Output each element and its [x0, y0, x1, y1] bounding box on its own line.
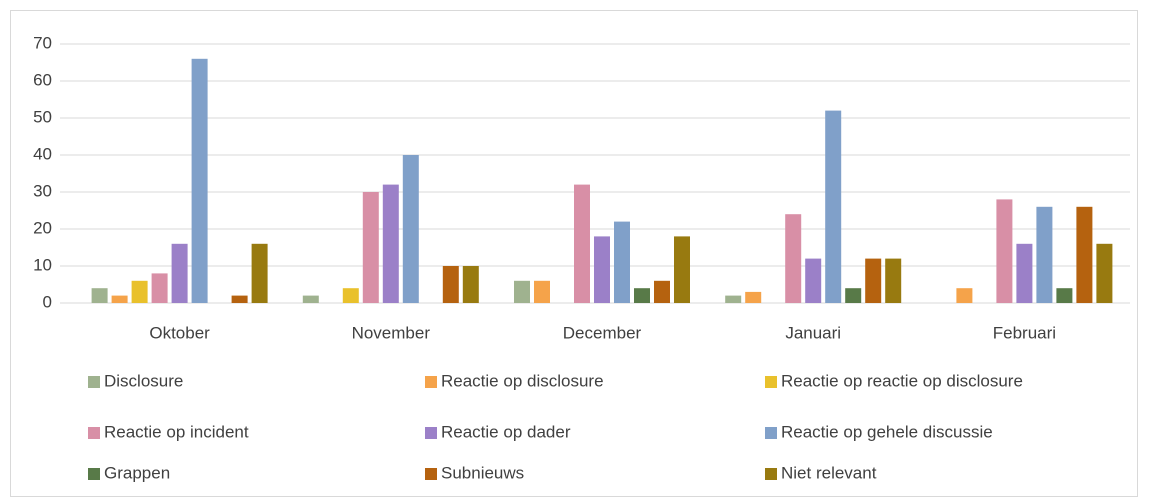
- y-tick-label: 0: [43, 292, 52, 311]
- bar: [231, 295, 248, 303]
- legend-swatch: [425, 427, 437, 439]
- bar: [534, 280, 550, 303]
- bar: [302, 295, 319, 303]
- x-tick-label: Januari: [785, 323, 841, 342]
- y-tick-label: 40: [33, 144, 52, 163]
- legend-swatch: [765, 427, 777, 439]
- bar: [362, 192, 379, 303]
- bar: [825, 110, 842, 303]
- bar: [785, 214, 802, 303]
- bar: [131, 280, 148, 303]
- bar: [251, 243, 268, 303]
- legend-label: Reactie op incident: [104, 422, 249, 441]
- y-tick-label: 20: [33, 218, 52, 237]
- bar: [171, 243, 188, 303]
- legend-label: Reactie op dader: [441, 422, 571, 441]
- legend-label: Reactie op reactie op disclosure: [781, 371, 1023, 390]
- x-tick-label: Oktober: [149, 323, 210, 342]
- bar: [614, 221, 630, 303]
- y-tick-label: 70: [33, 33, 52, 52]
- legend-label: Reactie op gehele discussie: [781, 422, 993, 441]
- x-tick-label: December: [563, 323, 642, 342]
- bar: [462, 266, 479, 303]
- bar: [1036, 206, 1053, 303]
- bar: [402, 155, 419, 303]
- bar: [111, 295, 128, 303]
- legend-swatch: [425, 468, 437, 480]
- bar: [805, 258, 822, 303]
- bar: [1096, 243, 1113, 303]
- y-tick-label: 10: [33, 255, 52, 274]
- bar: [342, 288, 359, 303]
- bar: [1016, 243, 1033, 303]
- bar: [514, 280, 530, 303]
- bar: [1056, 288, 1073, 303]
- legend-label: Disclosure: [104, 371, 183, 390]
- bar: [594, 236, 610, 303]
- bar: [442, 266, 459, 303]
- bar: [151, 273, 168, 303]
- legend-label: Reactie op disclosure: [441, 371, 604, 390]
- legend-swatch: [88, 427, 100, 439]
- legend-swatch: [765, 376, 777, 388]
- legend-label: Grappen: [104, 463, 170, 482]
- legend-swatch: [765, 468, 777, 480]
- legend-swatch: [425, 376, 437, 388]
- x-tick-label: Februari: [993, 323, 1056, 342]
- y-tick-label: 60: [33, 70, 52, 89]
- bar: [382, 184, 399, 303]
- y-tick-label: 30: [33, 181, 52, 200]
- bar: [745, 291, 762, 303]
- bar: [634, 288, 650, 303]
- bar: [865, 258, 882, 303]
- bar: [574, 184, 590, 303]
- legend-swatch: [88, 376, 100, 388]
- bar: [845, 288, 862, 303]
- bar: [674, 236, 690, 303]
- legend-label: Subnieuws: [441, 463, 524, 482]
- bar: [996, 199, 1013, 303]
- bar: [654, 280, 670, 303]
- bar: [191, 58, 208, 303]
- y-tick-label: 50: [33, 107, 52, 126]
- bar: [725, 295, 742, 303]
- bar: [91, 288, 108, 303]
- x-tick-label: November: [352, 323, 431, 342]
- legend-label: Niet relevant: [781, 463, 877, 482]
- legend-swatch: [88, 468, 100, 480]
- bar: [956, 288, 973, 303]
- bar: [1076, 206, 1093, 303]
- bar: [885, 258, 902, 303]
